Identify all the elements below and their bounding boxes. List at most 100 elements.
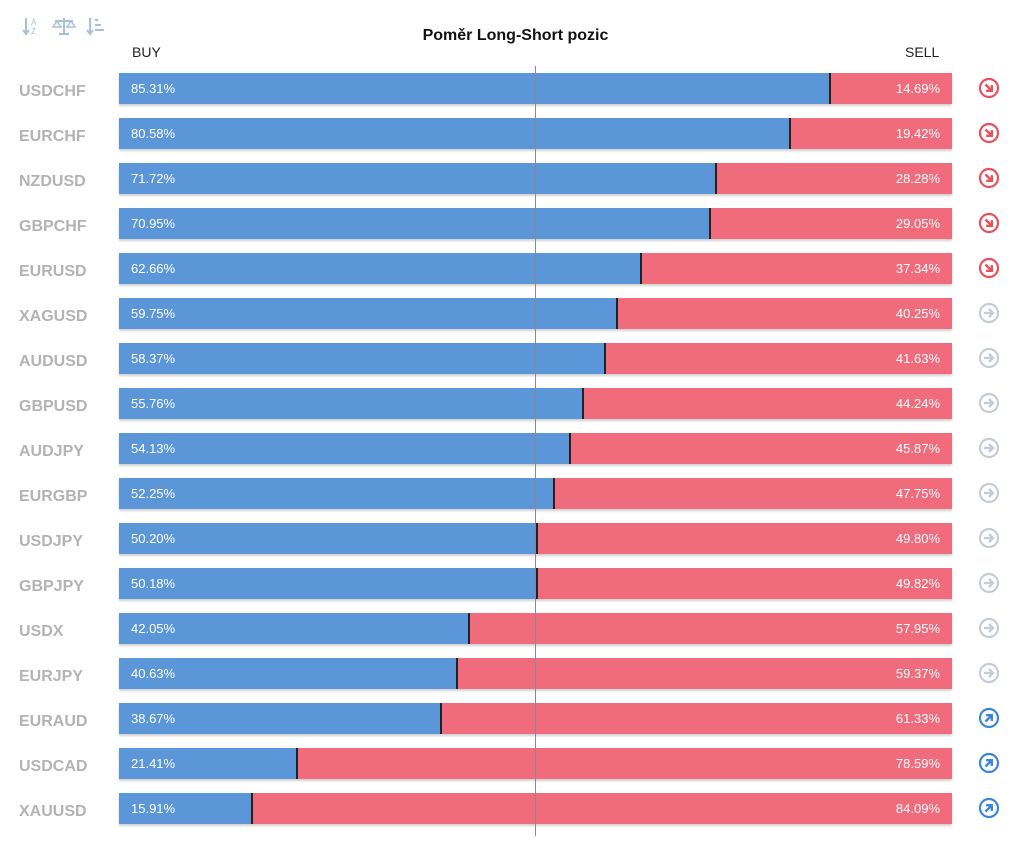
pair-label[interactable]: EURCHF <box>19 128 86 145</box>
pair-label[interactable]: GBPUSD <box>19 398 88 415</box>
bar-row: EURAUD 38.67% 61.33% <box>0 703 1031 748</box>
trend-neutral-icon[interactable] <box>978 392 1000 414</box>
trend-down-icon[interactable] <box>978 212 1000 234</box>
pair-label[interactable]: AUDJPY <box>19 443 84 460</box>
buy-value: 15.91% <box>131 801 176 816</box>
buy-value: 50.18% <box>131 576 176 591</box>
sell-bar: 49.82% <box>537 568 952 599</box>
bar-row: USDCHF 85.31% 14.69% <box>0 73 1031 118</box>
trend-down-icon[interactable] <box>978 257 1000 279</box>
pair-label[interactable]: EURAUD <box>19 713 88 730</box>
sell-bar: 61.33% <box>441 703 952 734</box>
trend-neutral-icon[interactable] <box>978 527 1000 549</box>
ratio-bar: 40.63% 59.37% <box>119 658 952 689</box>
ratio-separator <box>553 478 555 509</box>
toolbar: A Z <box>20 14 108 38</box>
pair-label[interactable]: EURUSD <box>19 263 87 280</box>
ratio-separator <box>715 163 717 194</box>
buy-value: 40.63% <box>131 666 176 681</box>
pair-label[interactable]: GBPCHF <box>19 218 87 235</box>
buy-bar: 58.37% <box>119 343 605 374</box>
sort-az-icon[interactable]: A Z <box>20 14 44 38</box>
ratio-separator <box>296 748 298 779</box>
trend-neutral-icon[interactable] <box>978 302 1000 324</box>
sell-bar: 28.28% <box>716 163 952 194</box>
buy-bar: 52.25% <box>119 478 554 509</box>
pair-label[interactable]: EURGBP <box>19 488 88 505</box>
buy-value: 80.58% <box>131 126 176 141</box>
trend-up-icon[interactable] <box>978 707 1000 729</box>
trend-up-icon[interactable] <box>978 752 1000 774</box>
trend-neutral-icon[interactable] <box>978 617 1000 639</box>
pair-label[interactable]: AUDUSD <box>19 353 88 370</box>
buy-bar: 42.05% <box>119 613 469 644</box>
sell-value: 40.25% <box>895 306 940 321</box>
ratio-separator <box>569 433 571 464</box>
ratio-bar: 42.05% 57.95% <box>119 613 952 644</box>
svg-text:A: A <box>31 18 37 27</box>
buy-bar: 59.75% <box>119 298 617 329</box>
sell-bar: 41.63% <box>605 343 952 374</box>
sort-list-icon[interactable] <box>84 14 108 38</box>
trend-neutral-icon[interactable] <box>978 662 1000 684</box>
bar-row: USDX 42.05% 57.95% <box>0 613 1031 658</box>
balance-scale-icon[interactable] <box>52 14 76 38</box>
sell-value: 41.63% <box>895 351 940 366</box>
ratio-separator <box>582 388 584 419</box>
buy-bar: 21.41% <box>119 748 297 779</box>
pair-label[interactable]: USDCAD <box>19 758 88 775</box>
buy-label: BUY <box>132 44 161 60</box>
trend-down-icon[interactable] <box>978 77 1000 99</box>
pair-label[interactable]: XAUUSD <box>19 803 87 820</box>
buy-value: 42.05% <box>131 621 176 636</box>
pair-label[interactable]: GBPJPY <box>19 578 84 595</box>
buy-value: 54.13% <box>131 441 176 456</box>
sell-value: 19.42% <box>895 126 940 141</box>
trend-down-icon[interactable] <box>978 167 1000 189</box>
buy-bar: 55.76% <box>119 388 583 419</box>
trend-neutral-icon[interactable] <box>978 347 1000 369</box>
buy-value: 70.95% <box>131 216 176 231</box>
trend-neutral-icon[interactable] <box>978 482 1000 504</box>
sell-bar: 45.87% <box>570 433 952 464</box>
pair-label[interactable]: XAGUSD <box>19 308 88 325</box>
trend-up-icon[interactable] <box>978 797 1000 819</box>
buy-bar: 70.95% <box>119 208 710 239</box>
trend-down-icon[interactable] <box>978 122 1000 144</box>
pair-label[interactable]: NZDUSD <box>19 173 86 190</box>
ratio-separator <box>640 253 642 284</box>
buy-bar: 40.63% <box>119 658 457 689</box>
ratio-bar: 71.72% 28.28% <box>119 163 952 194</box>
buy-value: 62.66% <box>131 261 176 276</box>
sell-value: 37.34% <box>895 261 940 276</box>
ratio-bar: 50.20% 49.80% <box>119 523 952 554</box>
ratio-bar: 38.67% 61.33% <box>119 703 952 734</box>
sell-bar: 59.37% <box>457 658 952 689</box>
ratio-bar: 62.66% 37.34% <box>119 253 952 284</box>
ratio-bar: 85.31% 14.69% <box>119 73 952 104</box>
ratio-separator <box>789 118 791 149</box>
sell-value: 59.37% <box>895 666 940 681</box>
buy-bar: 50.18% <box>119 568 537 599</box>
pair-label[interactable]: EURJPY <box>19 668 84 685</box>
buy-value: 85.31% <box>131 81 176 96</box>
sell-bar: 29.05% <box>710 208 952 239</box>
pair-label[interactable]: USDX <box>19 623 64 640</box>
ratio-bar: 50.18% 49.82% <box>119 568 952 599</box>
pair-label[interactable]: USDJPY <box>19 533 84 550</box>
buy-bar: 54.13% <box>119 433 570 464</box>
ratio-separator <box>440 703 442 734</box>
bar-row: XAGUSD 59.75% 40.25% <box>0 298 1031 343</box>
trend-neutral-icon[interactable] <box>978 437 1000 459</box>
bar-row: NZDUSD 71.72% 28.28% <box>0 163 1031 208</box>
trend-neutral-icon[interactable] <box>978 572 1000 594</box>
sell-value: 28.28% <box>895 171 940 186</box>
buy-bar: 38.67% <box>119 703 441 734</box>
sell-value: 44.24% <box>895 396 940 411</box>
bar-row: GBPJPY 50.18% 49.82% <box>0 568 1031 613</box>
center-line <box>535 66 536 836</box>
buy-bar: 80.58% <box>119 118 790 149</box>
pair-label[interactable]: USDCHF <box>19 83 86 100</box>
ratio-separator <box>456 658 458 689</box>
ratio-separator <box>536 523 538 554</box>
